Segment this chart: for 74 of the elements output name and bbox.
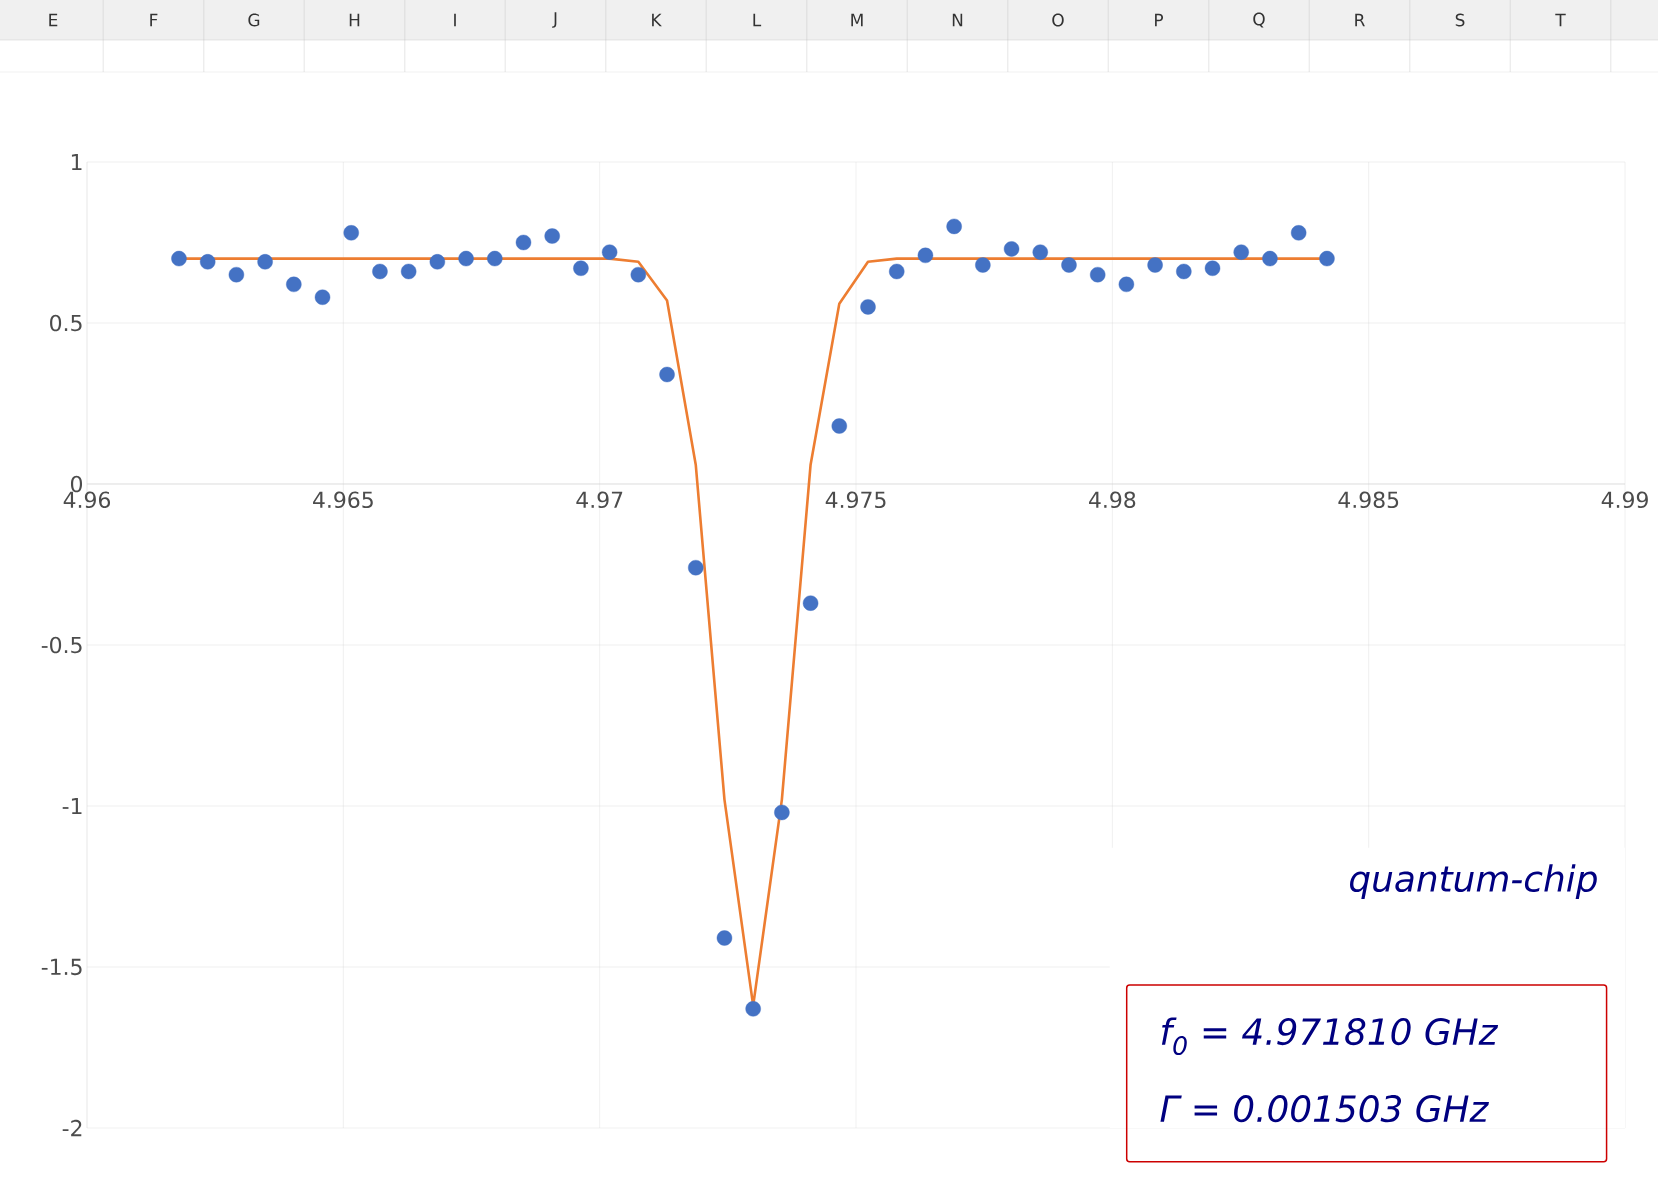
text: H xyxy=(349,13,360,27)
point xyxy=(860,299,876,315)
text: R xyxy=(1355,13,1365,27)
point xyxy=(1233,244,1249,260)
point xyxy=(946,218,962,235)
point xyxy=(1003,241,1020,257)
x-tick-label: 4.99 xyxy=(1601,491,1648,509)
annotation: Γ = 0.001503 GHz xyxy=(1160,1095,1489,1123)
text: N xyxy=(952,13,963,27)
point xyxy=(544,228,560,244)
text: O xyxy=(1052,13,1064,27)
point xyxy=(745,1001,761,1017)
text: M xyxy=(851,13,863,27)
point xyxy=(400,263,417,280)
point xyxy=(659,366,675,383)
point xyxy=(372,263,388,280)
point xyxy=(1061,257,1077,273)
point xyxy=(1147,257,1163,273)
point xyxy=(1319,250,1335,267)
point xyxy=(228,266,245,283)
point xyxy=(171,250,187,267)
annotation: quantum-chip xyxy=(1350,864,1597,900)
x-tick-label: 4.97 xyxy=(576,491,623,509)
x-tick-label: 4.985 xyxy=(1338,491,1399,509)
point xyxy=(343,225,359,241)
y-tick-label: 1 xyxy=(71,153,82,170)
y-tick-label: -1 xyxy=(62,798,82,814)
text: Q xyxy=(1253,12,1265,28)
text: L xyxy=(753,13,762,27)
text: S xyxy=(1455,13,1465,27)
point xyxy=(1176,263,1192,280)
point xyxy=(1118,276,1135,293)
y-tick-label: 0.5 xyxy=(50,314,82,332)
point xyxy=(458,250,474,267)
point xyxy=(257,254,273,270)
y-tick-label: -2 xyxy=(62,1119,82,1137)
point xyxy=(774,804,790,821)
text: K xyxy=(652,13,662,27)
text: G xyxy=(248,13,260,27)
text: P xyxy=(1155,13,1164,27)
point xyxy=(630,266,647,283)
point xyxy=(286,276,302,293)
point xyxy=(429,254,446,270)
x-tick-label: 4.96 xyxy=(63,491,111,509)
text: F xyxy=(150,13,158,27)
point xyxy=(1204,260,1221,276)
point xyxy=(831,418,847,434)
point xyxy=(601,244,618,260)
point xyxy=(802,595,819,611)
y-tick-label: -1.5 xyxy=(41,958,82,976)
point xyxy=(1032,244,1048,260)
x-tick-label: 4.965 xyxy=(313,491,373,509)
text: I xyxy=(454,13,456,27)
point xyxy=(917,247,934,264)
point xyxy=(199,254,216,270)
text: T xyxy=(1555,13,1566,27)
x-tick-label: 4.975 xyxy=(825,491,886,509)
x-tick-label: 4.98 xyxy=(1089,491,1136,509)
point xyxy=(515,234,532,251)
y-tick-label: -0.5 xyxy=(41,636,82,654)
point xyxy=(573,260,589,276)
point xyxy=(716,930,733,946)
point xyxy=(487,250,503,267)
point xyxy=(1089,266,1106,283)
point xyxy=(688,560,704,576)
text: J xyxy=(552,12,557,28)
y-tick-label: 0 xyxy=(70,475,83,493)
point xyxy=(975,257,991,273)
point xyxy=(1262,250,1278,267)
point xyxy=(889,263,905,280)
point xyxy=(1290,225,1307,241)
point xyxy=(314,289,331,305)
text: E xyxy=(49,13,58,27)
annotation: f$_{0}$ = 4.971810 GHz xyxy=(1161,1017,1499,1056)
